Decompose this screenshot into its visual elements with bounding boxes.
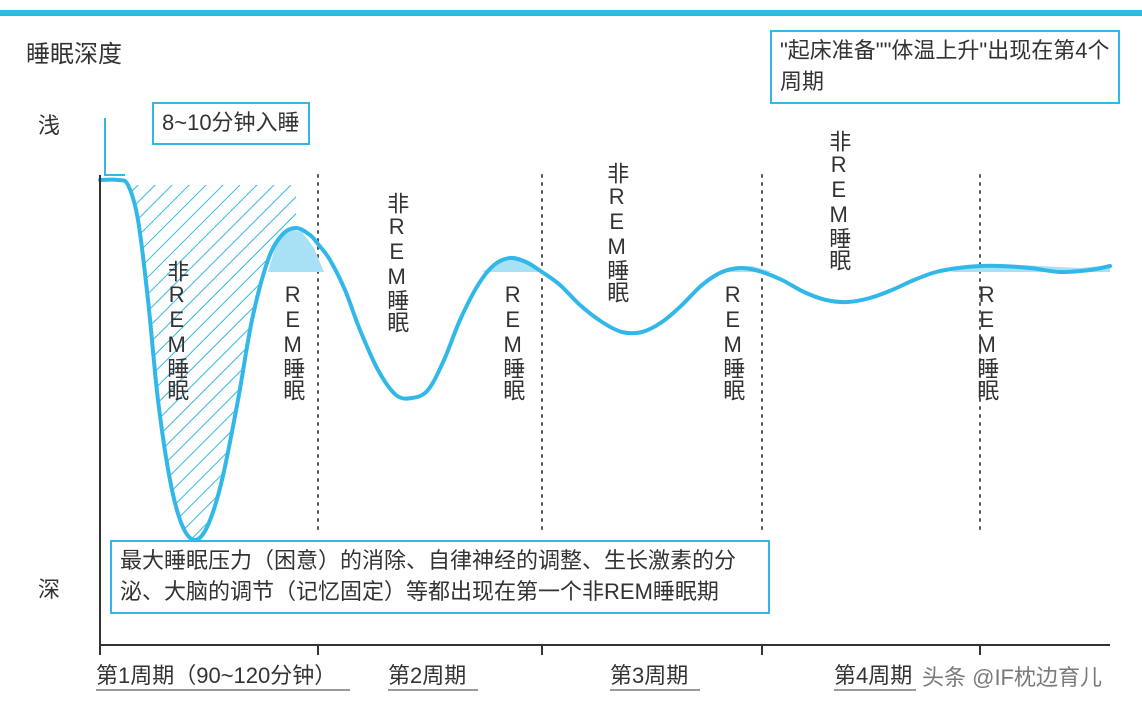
label-nrem-1: 非REM睡眠 [164,260,188,401]
period-1-label: 第1周期（90~120分钟） [96,658,336,690]
label-rem-1: REM睡眠 [280,282,304,401]
period-4-label: 第4周期 [834,658,912,690]
top-accent-bar [0,10,1142,16]
callout-first-nrem: 最大睡眠压力（困意）的消除、自律神经的调整、生长激素的分泌、大脑的调节（记忆固定… [110,540,770,614]
label-rem-2: REM睡眠 [500,282,524,401]
y-axis-title: 睡眠深度 [26,34,122,69]
callout-sleep-onset: 8~10分钟入睡 [152,102,310,145]
label-nrem-4: 非REM睡眠 [826,130,850,271]
label-nrem-2: 非REM睡眠 [384,192,408,333]
label-nrem-3: 非REM睡眠 [604,162,628,303]
y-axis-bottom-label: 深 [38,572,60,604]
label-rem-4: REM睡眠 [974,282,998,401]
label-rem-3: REM睡眠 [720,282,744,401]
y-axis-top-label: 浅 [38,108,60,140]
period-3-label: 第3周期 [610,658,688,690]
period-2-label: 第2周期 [388,658,466,690]
watermark: 头条 @IF枕边育儿 [922,660,1102,692]
callout-cycle4: "起床准备""体温上升"出现在第4个周期 [770,30,1120,104]
